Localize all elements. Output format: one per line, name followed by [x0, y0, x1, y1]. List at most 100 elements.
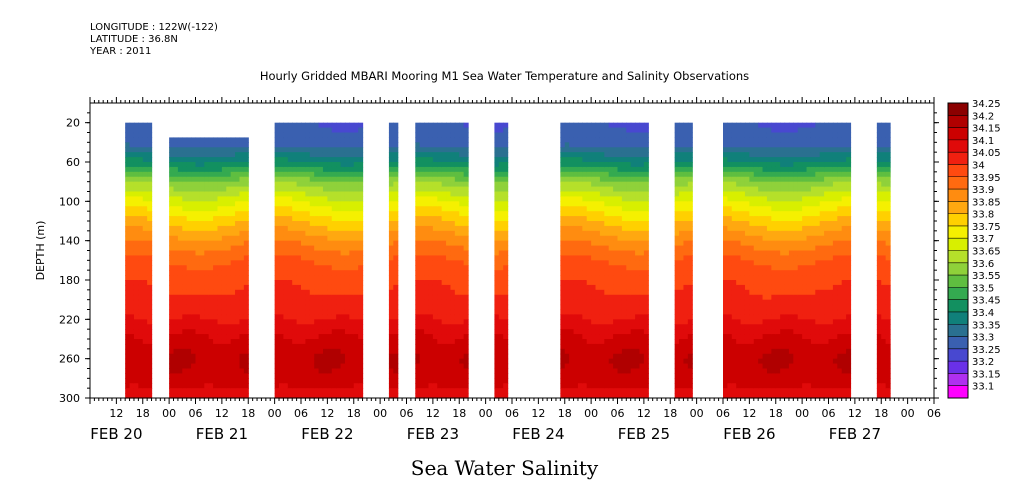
heat-cell	[424, 191, 430, 198]
heat-cell	[454, 373, 460, 379]
heat-cell	[630, 142, 636, 148]
heat-cell	[674, 299, 680, 306]
heat-cell	[327, 147, 333, 153]
heat-cell	[177, 339, 183, 345]
heat-cell	[191, 235, 197, 242]
heat-cell	[569, 181, 575, 188]
heat-cell	[191, 275, 197, 281]
heat-cell	[428, 378, 434, 384]
heat-cell	[498, 240, 504, 247]
heat-cell	[226, 201, 232, 207]
heat-cell	[643, 142, 649, 148]
heat-cell	[129, 162, 135, 168]
heat-cell	[147, 245, 153, 252]
heat-cell	[564, 221, 570, 227]
heat-cell	[292, 186, 298, 193]
heat-cell	[287, 255, 293, 261]
heat-cell	[617, 196, 623, 202]
heat-cell	[639, 348, 645, 355]
heat-cell	[340, 157, 346, 163]
heat-cell	[217, 211, 223, 217]
heat-cell	[586, 196, 592, 202]
heat-cell	[586, 127, 592, 134]
heat-cell	[621, 373, 627, 379]
heat-cell	[142, 373, 148, 379]
heat-cell	[305, 343, 311, 350]
heat-cell	[604, 289, 610, 296]
heat-cell	[296, 250, 302, 257]
heat-cell	[591, 221, 597, 227]
heat-cell	[331, 206, 337, 212]
heat-cell	[723, 196, 728, 202]
heat-cell	[230, 294, 236, 301]
heat-cell	[723, 235, 728, 242]
heat-cell	[129, 368, 135, 375]
heat-cell	[736, 314, 742, 320]
heat-cell	[441, 343, 447, 350]
heat-cell	[186, 255, 192, 261]
heat-cell	[635, 329, 641, 335]
heat-cell	[459, 334, 465, 340]
heat-cell	[582, 162, 588, 168]
heat-cell	[613, 294, 619, 301]
heat-cell	[274, 284, 280, 291]
heat-cell	[683, 319, 689, 325]
heat-cell	[322, 240, 328, 247]
heat-cell	[626, 127, 632, 134]
heat-cell	[358, 216, 364, 222]
heat-cell	[173, 142, 179, 148]
heat-cell	[683, 147, 689, 153]
heat-cell	[683, 353, 689, 360]
heat-cell	[173, 216, 179, 222]
heat-cell	[683, 260, 689, 266]
heat-cell	[274, 230, 280, 237]
heat-cell	[186, 309, 192, 316]
heat-cell	[301, 324, 306, 330]
heat-cell	[186, 211, 192, 217]
heat-cell	[626, 240, 632, 247]
heat-cell	[643, 137, 649, 143]
heat-cell	[643, 309, 649, 316]
heat-cell	[388, 152, 394, 158]
heat-cell	[459, 230, 465, 237]
heat-cell	[336, 358, 342, 365]
heat-cell	[230, 358, 236, 365]
heat-cell	[221, 225, 227, 232]
heat-cell	[199, 166, 205, 173]
heat-cell	[138, 137, 144, 143]
heat-cell	[274, 176, 280, 183]
heat-cell	[441, 368, 447, 375]
heat-cell	[331, 334, 337, 340]
heat-cell	[283, 270, 289, 276]
heat-cell	[344, 221, 350, 227]
heat-cell	[446, 142, 452, 148]
heat-cell	[199, 147, 205, 153]
heat-cell	[138, 388, 144, 394]
heat-cell	[191, 147, 197, 153]
heat-cell	[419, 343, 425, 350]
heat-cell	[309, 171, 315, 178]
heat-cell	[147, 368, 153, 375]
heat-cell	[186, 304, 192, 311]
heat-cell	[353, 383, 359, 389]
heat-cell	[617, 162, 623, 168]
heat-cell	[639, 265, 645, 271]
heat-cell	[639, 137, 645, 143]
heat-cell	[142, 284, 148, 291]
heat-cell	[287, 245, 293, 252]
heat-cell	[683, 270, 689, 276]
heat-cell	[292, 211, 298, 217]
heat-cell	[573, 353, 579, 360]
heat-cell	[586, 132, 592, 139]
heat-cell	[199, 176, 205, 183]
heat-cell	[353, 378, 359, 384]
heat-cell	[617, 142, 623, 148]
heat-cell	[182, 235, 188, 242]
heat-cell	[450, 265, 456, 271]
heat-cell	[591, 181, 597, 188]
heat-cell	[432, 191, 438, 198]
heat-cell	[305, 132, 311, 139]
heat-cell	[129, 388, 135, 394]
heat-cell	[340, 284, 346, 291]
heat-cell	[274, 142, 280, 148]
